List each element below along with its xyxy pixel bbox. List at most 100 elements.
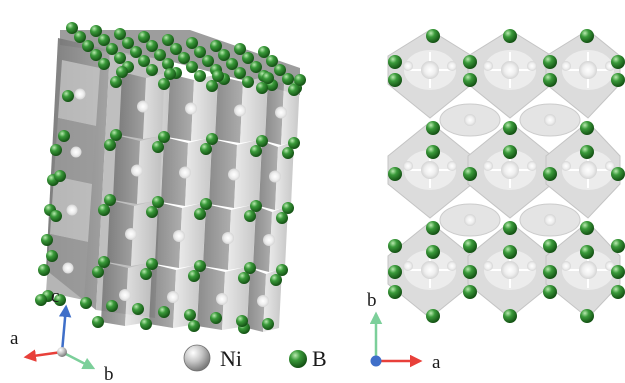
- b-atom: [130, 46, 142, 58]
- legend: Ni B: [183, 344, 327, 372]
- polyhedron-face: [203, 204, 231, 270]
- b-atom: [106, 300, 118, 312]
- b-atom: [46, 250, 58, 262]
- b-atom: [503, 245, 517, 259]
- b-atom: [244, 262, 256, 274]
- b-atom: [294, 74, 306, 86]
- b-atom: [611, 285, 625, 299]
- b-atom: [262, 72, 274, 84]
- b-atom-icon: [289, 350, 307, 368]
- ni-atom: [605, 161, 615, 171]
- b-atom: [41, 234, 53, 246]
- b-atom: [258, 46, 270, 58]
- b-atom: [98, 204, 110, 216]
- right-axes-origin: [370, 355, 382, 367]
- b-atom: [98, 58, 110, 70]
- b-atom: [146, 258, 158, 270]
- b-atom: [114, 52, 126, 64]
- ni-atom: [579, 161, 597, 179]
- b-atom: [54, 170, 66, 182]
- b-atom: [212, 70, 224, 82]
- b-atom: [104, 194, 116, 206]
- polyhedron-face: [161, 137, 188, 206]
- b-atom: [463, 285, 477, 299]
- b-atom: [152, 141, 164, 153]
- ni-atom: [185, 102, 197, 115]
- b-atom: [388, 285, 402, 299]
- b-atom: [543, 239, 557, 253]
- ni-atom: [579, 261, 597, 279]
- b-atom: [388, 73, 402, 87]
- b-atom: [138, 31, 150, 43]
- b-atom: [282, 147, 294, 159]
- polyhedron-face: [119, 72, 146, 139]
- b-atom: [90, 25, 102, 37]
- b-atom: [194, 260, 206, 272]
- ni-atom: [561, 61, 571, 71]
- b-atom: [426, 29, 440, 43]
- polyhedron-face: [209, 139, 237, 208]
- b-atom: [200, 143, 212, 155]
- b-atom: [92, 266, 104, 278]
- b-atom: [80, 297, 92, 309]
- b-atom: [158, 306, 170, 318]
- ni-atom: [263, 234, 275, 246]
- b-atom: [256, 82, 268, 94]
- b-atom: [158, 131, 170, 143]
- ni-atom: [66, 204, 78, 216]
- ni-atom: [234, 104, 246, 117]
- ni-atom: [483, 61, 493, 71]
- perspective-crystal-structure: [35, 22, 306, 334]
- ni-atom: [579, 61, 597, 79]
- polyhedron-face: [253, 206, 272, 272]
- b-atom: [388, 167, 402, 181]
- b-atom: [580, 221, 594, 235]
- ni-atom: [421, 161, 439, 179]
- b-atom: [146, 40, 158, 52]
- b-atom: [250, 61, 262, 73]
- b-atom: [503, 221, 517, 235]
- b-atom: [116, 66, 128, 78]
- b-atom: [276, 212, 288, 224]
- ni-atom: [70, 146, 82, 158]
- b-atom: [104, 139, 116, 151]
- polyhedron-face: [113, 135, 140, 204]
- ni-atom: [222, 232, 234, 244]
- b-atom: [262, 318, 274, 330]
- b-atom: [132, 303, 144, 315]
- polyhedron-face: [107, 200, 134, 266]
- b-atom: [164, 68, 176, 80]
- b-atom: [146, 64, 158, 76]
- b-atom: [611, 265, 625, 279]
- b-atom: [580, 29, 594, 43]
- b-atom: [140, 318, 152, 330]
- ni-atom: [527, 61, 537, 71]
- ni-atom: [173, 230, 185, 242]
- ni-atom: [483, 261, 493, 271]
- b-atom: [188, 270, 200, 282]
- b-atom: [236, 315, 248, 327]
- polyhedron-face: [155, 202, 182, 268]
- b-atom: [210, 312, 222, 324]
- ni-atom: [62, 262, 74, 274]
- b-atom: [463, 167, 477, 181]
- b-atom: [152, 196, 164, 208]
- b-atom: [54, 294, 66, 306]
- b-atom: [388, 265, 402, 279]
- b-atom: [138, 55, 150, 67]
- b-atom: [250, 145, 262, 157]
- b-atom: [426, 221, 440, 235]
- b-atom: [463, 239, 477, 253]
- ni-atom: [483, 161, 493, 171]
- b-atom: [66, 22, 78, 34]
- b-atom: [611, 239, 625, 253]
- left-axes-triad: a b c: [10, 286, 114, 383]
- b-atom: [206, 80, 218, 92]
- b-atom: [122, 37, 134, 49]
- ni-atom: [167, 291, 179, 303]
- right-axes-triad: a b: [367, 290, 441, 373]
- ni-atom: [447, 261, 457, 271]
- b-atom: [170, 43, 182, 55]
- b-atom: [194, 208, 206, 220]
- ni-atom: [257, 295, 269, 307]
